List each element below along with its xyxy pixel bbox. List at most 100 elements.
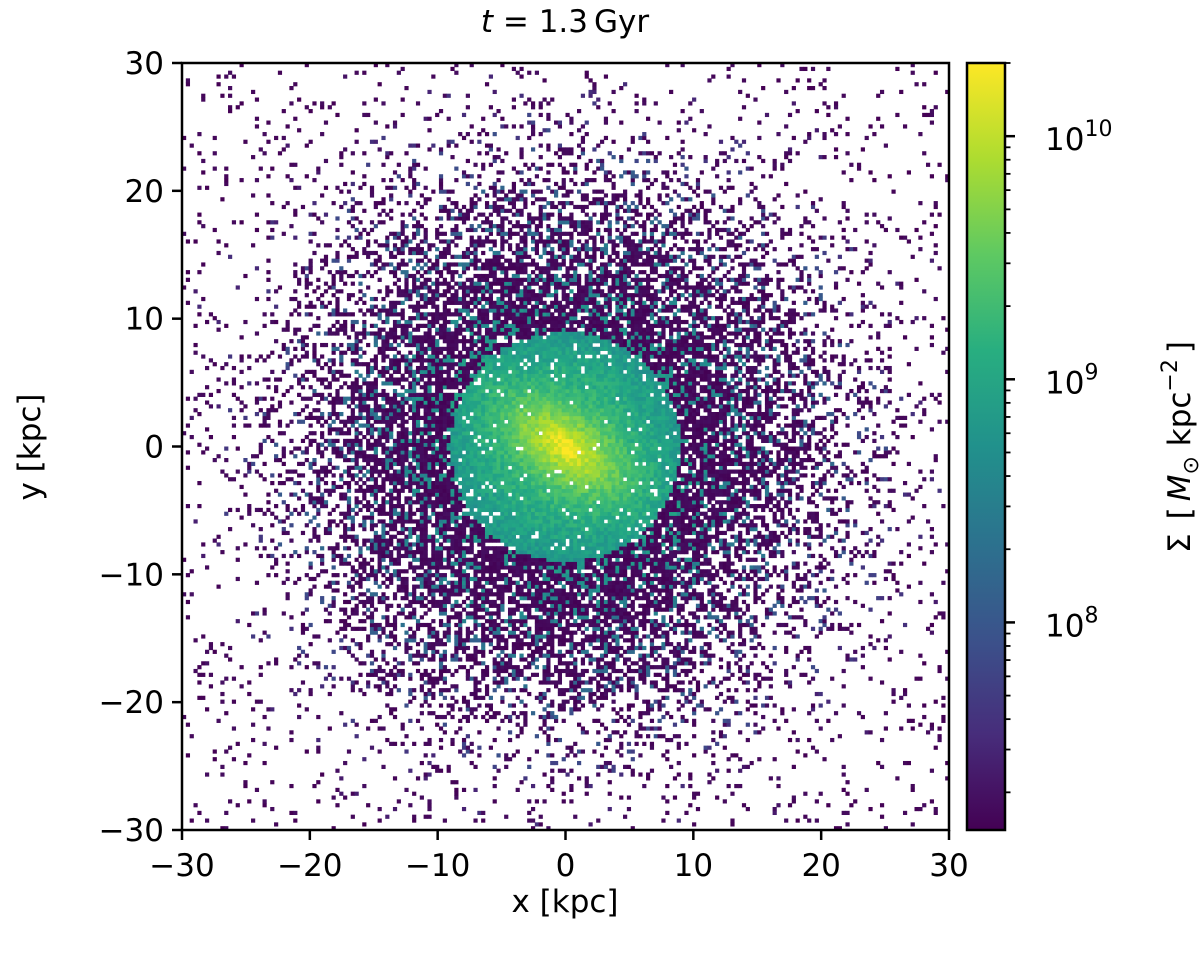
heatmap-cell xyxy=(611,645,616,651)
heatmap-cell xyxy=(385,680,390,685)
heatmap-cell xyxy=(646,557,651,562)
heatmap-cell xyxy=(588,576,593,582)
heatmap-cell xyxy=(584,638,589,643)
heatmap-cell xyxy=(611,680,616,685)
heatmap-cell xyxy=(600,626,605,631)
heatmap-cell xyxy=(473,607,478,612)
heatmap-cell xyxy=(496,576,501,582)
heatmap-cell xyxy=(623,592,628,597)
heatmap-cell xyxy=(703,523,708,528)
heatmap-cell xyxy=(469,599,474,605)
heatmap-cell xyxy=(657,565,662,570)
heatmap-cell xyxy=(473,626,478,631)
heatmap-cell xyxy=(530,523,536,528)
heatmap-cell xyxy=(220,642,225,647)
heatmap-cell xyxy=(565,576,570,582)
heatmap-cell xyxy=(500,515,505,520)
heatmap-cell xyxy=(715,511,720,516)
heatmap-cell xyxy=(366,500,371,505)
heatmap-cell xyxy=(258,507,263,513)
heatmap-cell xyxy=(458,500,463,505)
heatmap-cell xyxy=(730,699,735,704)
heatmap-cell xyxy=(350,507,355,513)
heatmap-cell xyxy=(626,546,632,551)
heatmap-cell xyxy=(438,691,444,697)
heatmap-cell xyxy=(822,615,827,620)
heatmap-cell xyxy=(634,507,639,513)
heatmap-cell xyxy=(565,580,570,585)
heatmap-cell xyxy=(534,645,539,651)
heatmap-cell xyxy=(454,645,459,651)
heatmap-cell xyxy=(741,588,747,593)
heatmap-cell xyxy=(569,538,574,543)
heatmap-cell xyxy=(339,619,344,624)
heatmap-cell xyxy=(680,714,685,720)
heatmap-cell xyxy=(699,500,704,505)
heatmap-cell xyxy=(496,645,501,651)
heatmap-cell xyxy=(600,553,605,559)
heatmap-cell xyxy=(684,810,689,816)
heatmap-cell xyxy=(603,737,609,743)
heatmap-cell xyxy=(580,500,586,505)
heatmap-cell xyxy=(684,580,689,585)
heatmap-cell xyxy=(461,538,467,543)
heatmap-cell xyxy=(530,507,536,513)
heatmap-cell xyxy=(588,542,593,547)
heatmap-cell xyxy=(473,634,478,639)
heatmap-cell xyxy=(615,588,620,593)
heatmap-cell xyxy=(642,511,647,516)
heatmap-cell xyxy=(465,668,470,674)
heatmap-cell xyxy=(573,699,578,704)
heatmap-cell xyxy=(588,500,593,505)
heatmap-cell xyxy=(461,642,467,647)
heatmap-cell xyxy=(408,530,413,536)
heatmap-cell xyxy=(577,507,582,513)
heatmap-cell xyxy=(864,542,869,547)
heatmap-cell xyxy=(703,527,708,532)
heatmap-cell xyxy=(611,699,616,704)
heatmap-cell xyxy=(623,615,628,620)
heatmap-cell xyxy=(400,515,405,520)
heatmap-cell xyxy=(400,580,405,585)
heatmap-cell xyxy=(692,791,697,796)
heatmap-cell xyxy=(316,496,321,501)
heatmap-cell xyxy=(542,553,547,559)
heatmap-cell xyxy=(519,622,524,628)
heatmap-cell xyxy=(366,546,371,551)
heatmap-cell xyxy=(488,527,493,532)
heatmap-cell xyxy=(442,695,447,700)
heatmap-cell xyxy=(600,576,605,582)
heatmap-cell xyxy=(726,645,731,651)
heatmap-cell xyxy=(481,599,486,605)
heatmap-cell xyxy=(603,527,609,532)
heatmap-cell xyxy=(557,588,563,593)
heatmap-cell xyxy=(573,630,578,635)
heatmap-cell xyxy=(484,718,490,723)
heatmap-cell xyxy=(761,676,766,681)
heatmap-cell xyxy=(580,515,586,520)
heatmap-cell xyxy=(469,615,474,620)
heatmap-cell xyxy=(918,676,923,681)
heatmap-cell xyxy=(630,530,635,536)
heatmap-cell xyxy=(584,791,589,796)
heatmap-cell xyxy=(423,507,428,513)
heatmap-cell xyxy=(346,527,352,532)
heatmap-cell xyxy=(557,596,563,601)
heatmap-cell xyxy=(419,530,424,536)
heatmap-cell xyxy=(672,626,678,631)
heatmap-cell xyxy=(262,714,267,720)
heatmap-cell xyxy=(676,519,681,524)
heatmap-cell xyxy=(630,642,635,647)
heatmap-cell xyxy=(208,684,214,689)
heatmap-cell xyxy=(584,592,589,597)
heatmap-cell xyxy=(438,607,444,612)
heatmap-cell xyxy=(803,576,808,582)
heatmap-cell xyxy=(780,553,785,559)
heatmap-cell xyxy=(565,753,570,758)
heatmap-cell xyxy=(818,534,823,539)
heatmap-cell xyxy=(695,573,701,578)
heatmap-cell xyxy=(603,592,609,597)
heatmap-cell xyxy=(550,649,555,654)
heatmap-cell xyxy=(711,519,716,524)
heatmap-cell xyxy=(554,592,559,597)
